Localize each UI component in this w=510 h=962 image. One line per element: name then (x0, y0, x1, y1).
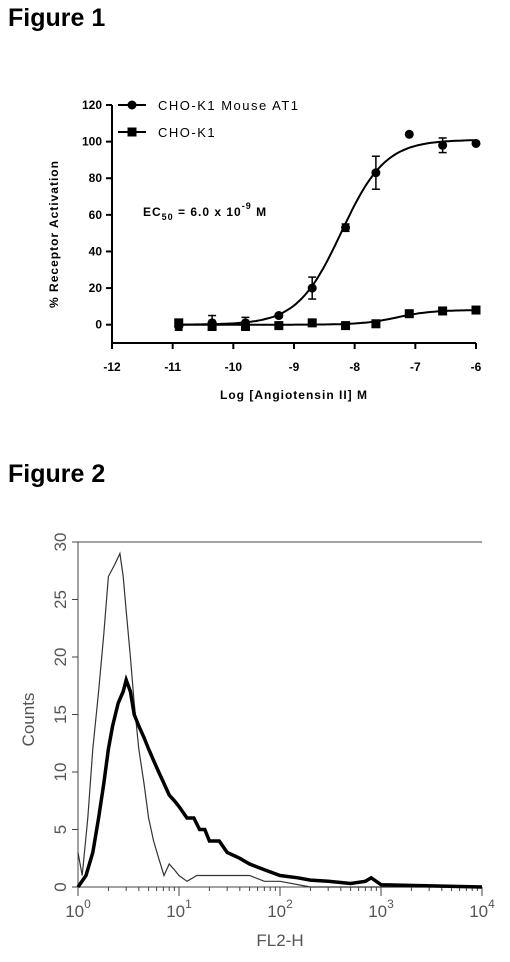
x-tick-base: 10 (368, 902, 387, 921)
x-tick-label: 100 (65, 897, 91, 921)
y-tick-label: 5 (51, 825, 70, 834)
ec50-prefix: EC (143, 205, 162, 219)
data-point-circle (438, 140, 448, 150)
y-tick-label: 40 (89, 244, 103, 258)
ec50-suffix: M (252, 205, 267, 219)
x-tick-exponent: 4 (488, 897, 495, 911)
y-tick-label: 0 (95, 318, 102, 332)
x-tick-label: -8 (349, 360, 360, 374)
legend-label: CHO-K1 (158, 125, 216, 140)
x-axis-label: FL2-H (256, 931, 303, 950)
y-tick-label: 100 (82, 135, 102, 149)
data-point-circle (404, 129, 414, 139)
figure-2-title: Figure 2 (8, 460, 106, 488)
ec50-middle: = 6.0 x 10 (174, 205, 242, 219)
ec50-superscript: -9 (242, 201, 252, 211)
x-tick-label: -7 (410, 360, 421, 374)
y-tick-label: 20 (51, 648, 70, 667)
x-tick-exponent: 3 (387, 897, 394, 911)
y-tick-label: 0 (51, 882, 70, 891)
legend-marker-square (127, 127, 137, 137)
data-point-square (438, 306, 448, 316)
y-tick-label: 60 (89, 208, 103, 222)
x-tick-label: -10 (225, 360, 243, 374)
y-tick-label: 120 (82, 98, 102, 112)
data-point-circle (274, 311, 284, 321)
x-axis-label: Log [Angiotensin II] M (220, 388, 368, 402)
y-tick-label: 30 (51, 533, 70, 552)
figure-1-title: Figure 1 (8, 4, 106, 32)
x-tick-label: -6 (471, 360, 482, 374)
data-point-square (240, 322, 250, 332)
x-tick-label: 104 (469, 897, 495, 921)
y-axis-label: % Receptor Activation (47, 160, 61, 308)
x-tick-label: -9 (289, 360, 300, 374)
y-tick-label: 80 (89, 171, 103, 185)
x-tick-label: 102 (267, 897, 293, 921)
legend-label: CHO-K1 Mouse AT1 (158, 98, 300, 113)
x-tick-base: 10 (166, 902, 185, 921)
data-point-square (404, 309, 414, 319)
data-point-square (207, 322, 217, 332)
x-tick-base: 10 (469, 902, 488, 921)
x-tick-base: 10 (267, 902, 286, 921)
y-tick-label: 25 (51, 590, 70, 609)
data-point-circle (471, 138, 481, 148)
ec50-subscript: 50 (162, 212, 174, 222)
histogram-trace-thin (77, 551, 482, 888)
data-point-square (371, 319, 381, 329)
x-tick-base: 10 (65, 902, 84, 921)
data-point-circle (371, 168, 381, 178)
data-point-square (307, 318, 317, 328)
data-point-circle (307, 283, 317, 293)
x-tick-label: 101 (166, 897, 192, 921)
x-tick-exponent: 1 (185, 897, 192, 911)
y-tick-label: 10 (51, 763, 70, 782)
x-tick-label: -11 (164, 360, 181, 374)
legend-marker-circle (127, 100, 137, 110)
data-point-square (274, 321, 284, 331)
data-point-square (174, 318, 184, 328)
data-point-square (471, 305, 481, 315)
ec50-annotation: EC50 = 6.0 x 10-9 M (143, 201, 267, 222)
dose-response-chart: 0 20 40 60 80 100 120 -12 -11 -10 -9 -8 -7 -6 Log [Ang… (47, 98, 482, 402)
y-tick-label: 20 (89, 281, 103, 295)
fit-curve-series-1 (178, 139, 476, 326)
x-tick-label: 103 (368, 897, 394, 921)
data-point-circle (341, 223, 351, 233)
x-tick-exponent: 2 (286, 897, 293, 911)
x-tick-exponent: 0 (84, 897, 91, 911)
y-axis-label: Counts (19, 693, 38, 747)
y-tick-label: 15 (51, 705, 70, 724)
data-point-square (341, 321, 351, 331)
fit-curve-series-2 (178, 309, 476, 326)
x-tick-label: -12 (103, 360, 121, 374)
histogram-trace-thick (76, 674, 483, 889)
